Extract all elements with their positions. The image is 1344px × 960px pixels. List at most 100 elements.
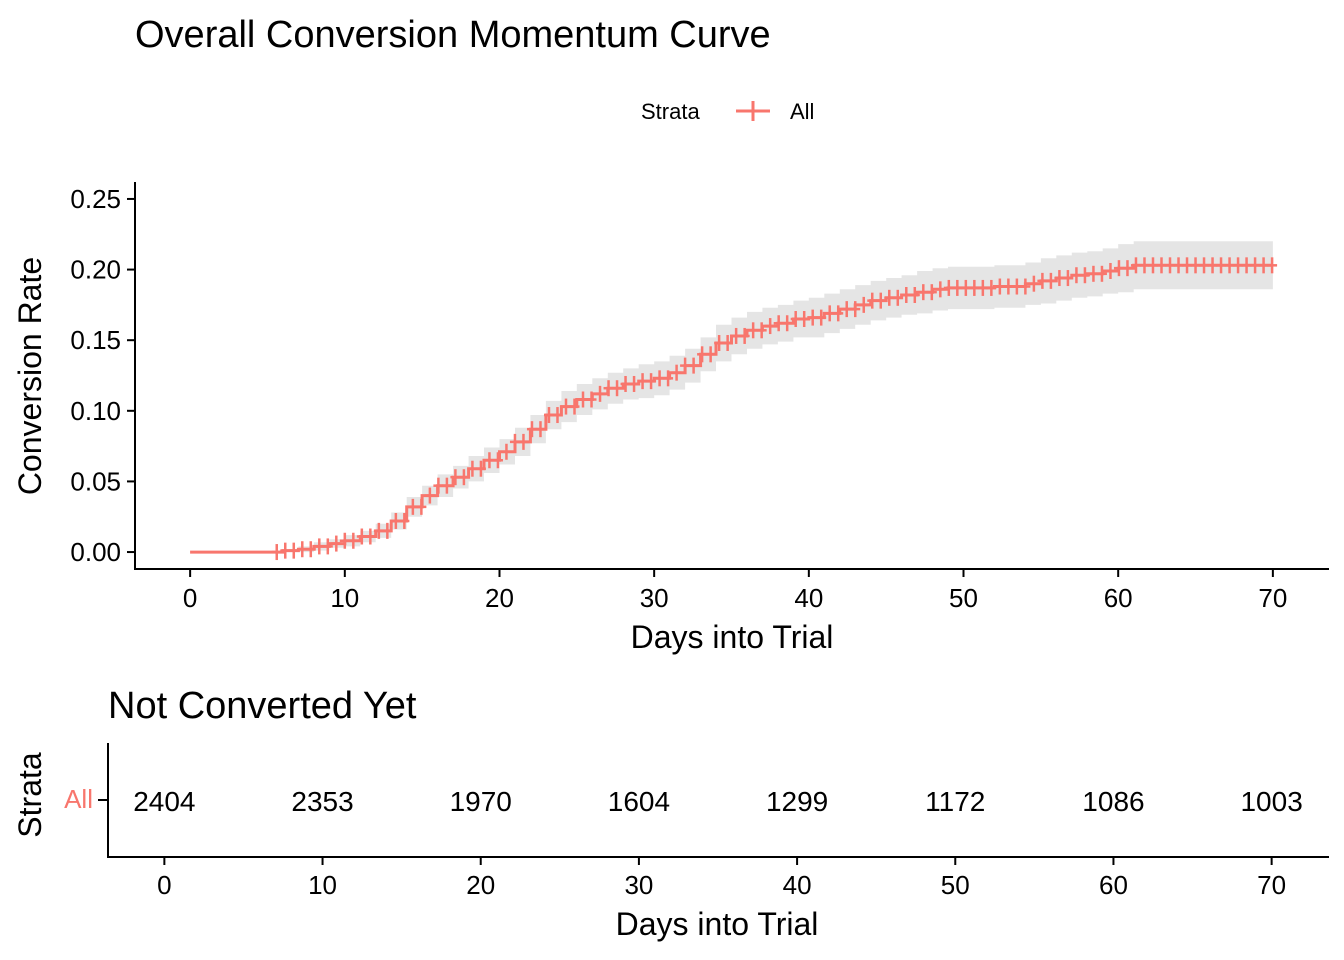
- risk-table-strata-label: All: [64, 784, 93, 814]
- chart-title: Overall Conversion Momentum Curve: [135, 14, 771, 56]
- censor-mark: [960, 279, 971, 296]
- risk-table-x-title: Days into Trial: [616, 906, 819, 942]
- censor-mark: [1088, 265, 1099, 282]
- censor-mark: [1207, 257, 1218, 274]
- censor-mark: [535, 421, 546, 438]
- censor-mark: [807, 309, 818, 326]
- censor-mark: [399, 512, 410, 529]
- censor-mark: [1071, 267, 1082, 284]
- risk-x-tick-label: 70: [1257, 870, 1286, 900]
- x-tick-label: 70: [1258, 583, 1287, 613]
- censor-mark: [875, 292, 886, 309]
- censor-mark: [1003, 278, 1014, 295]
- censor-mark: [509, 433, 520, 450]
- censor-mark: [773, 315, 784, 332]
- censor-mark: [782, 315, 793, 332]
- censor-mark: [731, 327, 742, 344]
- censor-mark: [612, 380, 623, 397]
- censor-mark: [1028, 275, 1039, 292]
- censor-mark: [935, 281, 946, 298]
- censor-mark: [841, 301, 852, 318]
- censor-mark: [1045, 272, 1056, 289]
- risk-count-label: 1003: [1240, 786, 1302, 817]
- censor-mark: [994, 278, 1005, 295]
- censor-mark: [858, 296, 869, 313]
- risk-count-label: 1086: [1082, 786, 1144, 817]
- censor-mark: [1258, 257, 1269, 274]
- censor-mark: [297, 541, 308, 558]
- risk-x-tick-label: 50: [941, 870, 970, 900]
- censor-mark: [280, 542, 291, 559]
- y-tick-label: 0.00: [70, 537, 121, 567]
- x-tick-label: 40: [794, 583, 823, 613]
- censor-marks: [271, 257, 1278, 561]
- censor-mark: [799, 311, 810, 328]
- censor-mark: [1267, 257, 1278, 274]
- censor-mark: [714, 335, 725, 352]
- censor-mark: [620, 375, 631, 392]
- risk-table-counts: 2404 2353 1970 1604 1299 1172 1086 1003: [133, 786, 1303, 817]
- censor-mark: [629, 375, 640, 392]
- censor-mark: [1037, 272, 1048, 289]
- censor-mark: [680, 357, 691, 374]
- censor-mark: [356, 528, 367, 545]
- x-axis-title: Days into Trial: [631, 619, 834, 655]
- x-tick-label: 10: [330, 583, 359, 613]
- risk-x-tick-label: 60: [1099, 870, 1128, 900]
- censor-mark: [1156, 257, 1167, 274]
- censor-mark: [833, 305, 844, 322]
- censor-mark: [373, 522, 384, 539]
- censor-mark: [1020, 278, 1031, 295]
- x-tick-label: 30: [640, 583, 669, 613]
- censor-mark: [416, 498, 427, 515]
- risk-count-label: 1604: [608, 786, 670, 817]
- censor-mark: [1096, 265, 1107, 282]
- y-tick-label: 0.25: [70, 184, 121, 214]
- censor-mark: [705, 346, 716, 363]
- censor-mark: [926, 284, 937, 301]
- censor-mark: [348, 532, 359, 549]
- censor-mark: [1105, 262, 1116, 279]
- censor-mark: [484, 452, 495, 469]
- censor-mark: [1250, 257, 1261, 274]
- censor-mark: [407, 498, 418, 515]
- censor-mark: [603, 380, 614, 397]
- x-tick-label: 50: [949, 583, 978, 613]
- censor-mark: [322, 538, 333, 555]
- censor-mark: [943, 279, 954, 296]
- risk-count-label: 2404: [133, 786, 195, 817]
- censor-mark: [697, 346, 708, 363]
- censor-mark: [331, 535, 342, 552]
- y-tick-label: 0.20: [70, 255, 121, 285]
- y-tick-label: 0.05: [70, 466, 121, 496]
- legend: Strata All: [641, 99, 814, 124]
- censor-mark: [663, 370, 674, 387]
- censor-mark: [365, 528, 376, 545]
- censor-mark: [1165, 257, 1176, 274]
- censor-mark: [1139, 257, 1150, 274]
- censor-mark: [1173, 257, 1184, 274]
- censor-mark: [918, 284, 929, 301]
- censor-mark: [526, 421, 537, 438]
- censor-mark: [560, 398, 571, 415]
- censor-mark: [1113, 260, 1124, 277]
- legend-key-all: [736, 101, 770, 121]
- censor-mark: [1054, 270, 1065, 287]
- censor-mark: [552, 407, 563, 424]
- censor-mark: [424, 487, 435, 504]
- censor-mark: [1130, 257, 1141, 274]
- censor-mark: [1224, 257, 1235, 274]
- legend-label-all: All: [790, 99, 814, 124]
- censor-mark: [824, 305, 835, 322]
- risk-x-tick-label: 20: [466, 870, 495, 900]
- censor-mark: [595, 385, 606, 402]
- censor-mark: [722, 335, 733, 352]
- censor-mark: [433, 477, 444, 494]
- risk-count-label: 1970: [450, 786, 512, 817]
- censor-mark: [458, 469, 469, 486]
- censor-mark: [884, 289, 895, 306]
- censor-mark: [1241, 257, 1252, 274]
- confidence-band: [190, 241, 1273, 553]
- series-line-all: [190, 263, 1273, 554]
- censor-mark: [977, 279, 988, 296]
